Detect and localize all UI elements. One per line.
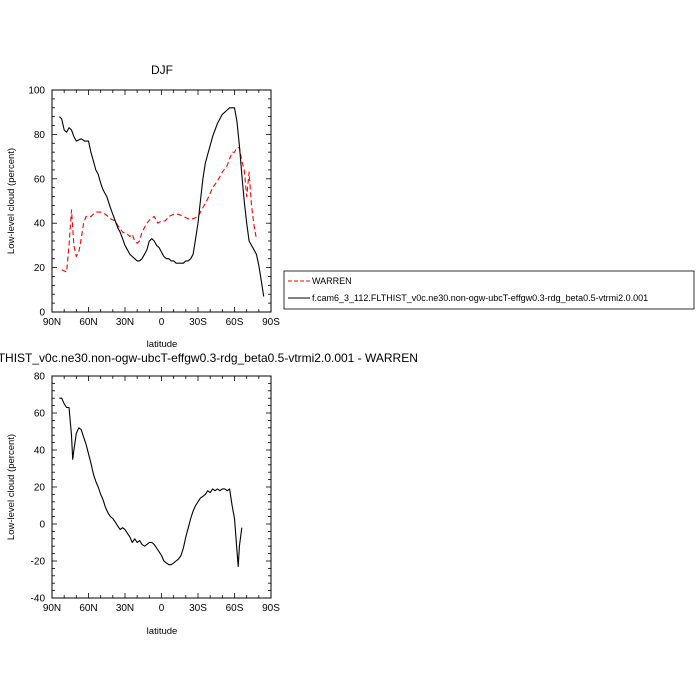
y-tick-label: -20: [31, 557, 46, 568]
top-x-axis-label: latitude: [147, 339, 178, 350]
x-tick-label: 30S: [189, 317, 207, 328]
y-tick-label: 0: [39, 520, 45, 531]
x-tick-label: 0: [159, 603, 165, 614]
y-tick-label: 20: [34, 263, 46, 274]
top-y-tick-labels: 0 20 40 60 80 100: [28, 86, 45, 319]
top-axis-ticks: [51, 89, 272, 313]
top-x-tick-labels: 90N 60N 30N 0 30S 60S 90S: [43, 317, 280, 328]
x-tick-label: 30S: [189, 603, 207, 614]
x-tick-label: 90N: [43, 603, 61, 614]
bottom-chart-title: f.cam6_3_112.FLTHIST_v0c.ne30.non-ogw-ub…: [0, 351, 418, 365]
bottom-y-axis-label: Low-level cloud (percent): [6, 434, 17, 540]
warren-series-line: [61, 147, 257, 273]
top-y-axis-label: Low-level cloud (percent): [6, 148, 17, 254]
y-tick-label: 60: [34, 409, 46, 420]
x-tick-label: 60S: [226, 317, 244, 328]
bottom-x-tick-labels: 90N 60N 30N 0 30S 60S 90S: [43, 603, 280, 614]
bottom-x-axis-label: latitude: [147, 626, 178, 637]
y-tick-label: 80: [34, 130, 46, 141]
x-tick-label: 90S: [262, 603, 280, 614]
y-tick-label: 80: [34, 372, 46, 383]
x-tick-label: 60S: [226, 603, 244, 614]
top-series-lines: [58, 107, 265, 297]
x-tick-label: 30N: [116, 317, 134, 328]
x-tick-label: 60N: [79, 317, 97, 328]
legend-box: [283, 270, 695, 310]
x-tick-label: 30N: [116, 603, 134, 614]
legend-label-model: f.cam6_3_112.FLTHIST_v0c.ne30.non-ogw-ub…: [312, 293, 648, 303]
top-panel: DJF 90N 60N 30N 0 30S 60S 90S 0 20 40 60 80 100 lat…: [6, 63, 280, 350]
top-plot-frame: [51, 89, 272, 313]
x-tick-label: 60N: [79, 603, 97, 614]
legend: WARREN f.cam6_3_112.FLTHIST_v0c.ne30.non…: [283, 270, 695, 310]
y-tick-label: 40: [34, 446, 46, 457]
model-series-line-difference: [59, 397, 243, 568]
x-tick-label: 90S: [262, 317, 280, 328]
legend-label-warren: WARREN: [312, 276, 352, 286]
x-tick-label: 90N: [43, 317, 61, 328]
y-tick-label: 60: [34, 174, 46, 185]
y-tick-label: 40: [34, 219, 46, 230]
y-tick-label: -40: [31, 594, 46, 605]
bottom-y-tick-labels: -40 -20 0 20 40 60 80: [31, 372, 46, 605]
bottom-series-lines: [59, 397, 243, 568]
x-tick-label: 0: [159, 317, 165, 328]
model-series-line: [58, 107, 265, 297]
y-tick-label: 100: [28, 86, 45, 97]
bottom-panel: f.cam6_3_112.FLTHIST_v0c.ne30.non-ogw-ub…: [0, 351, 418, 637]
y-tick-label: 20: [34, 483, 46, 494]
top-chart-title: DJF: [151, 63, 173, 77]
y-tick-label: 0: [39, 308, 45, 319]
bottom-plot-frame: [51, 375, 272, 599]
